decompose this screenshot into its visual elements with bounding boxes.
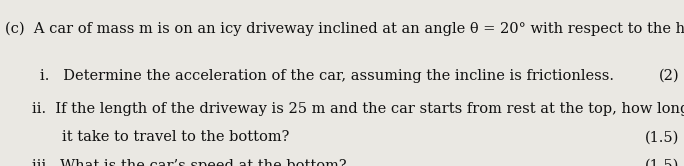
Text: i.   Determine the acceleration of the car, assuming the incline is frictionless: i. Determine the acceleration of the car… xyxy=(40,69,614,83)
Text: (c)  A car of mass m is on an icy driveway inclined at an angle θ = 20° with res: (c) A car of mass m is on an icy drivewa… xyxy=(5,22,684,36)
Text: (1.5): (1.5) xyxy=(645,159,679,166)
Text: it take to travel to the bottom?: it take to travel to the bottom? xyxy=(62,130,289,144)
Text: ii.  If the length of the driveway is 25 m and the car starts from rest at the t: ii. If the length of the driveway is 25 … xyxy=(32,102,684,116)
Text: iii.  What is the car’s speed at the bottom?: iii. What is the car’s speed at the bott… xyxy=(32,159,347,166)
Text: (2): (2) xyxy=(659,69,679,83)
Text: (1.5): (1.5) xyxy=(645,130,679,144)
